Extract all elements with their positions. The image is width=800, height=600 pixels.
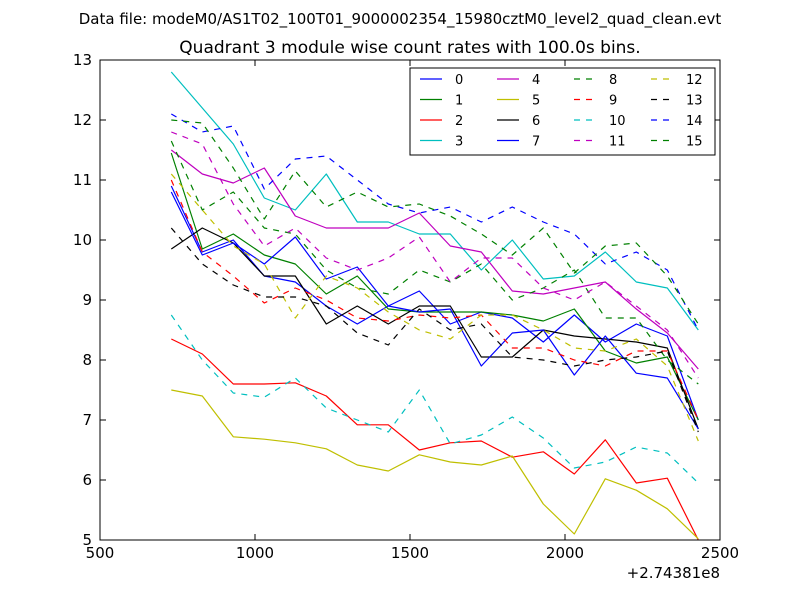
legend-label-5: 5 [532, 94, 540, 109]
series-line-12 [170, 173, 699, 442]
legend-label-4: 4 [532, 73, 540, 88]
y-tick-label: 7 [82, 411, 92, 429]
y-tick-label: 13 [73, 51, 92, 69]
legend-label-0: 0 [455, 73, 463, 88]
series-line-2 [171, 338, 699, 540]
series-line-1 [170, 152, 699, 421]
legend-label-3: 3 [455, 135, 463, 150]
y-tick-label: 6 [82, 471, 92, 489]
series-lines [170, 71, 699, 540]
legend-label-8: 8 [609, 73, 617, 88]
legend-label-2: 2 [455, 114, 463, 129]
x-tick-label: 1000 [236, 544, 274, 562]
series-line-3 [170, 71, 699, 331]
x-offset-label: +2.74381e8 [627, 564, 720, 582]
series-line-14 [170, 113, 699, 331]
series-line-8 [170, 140, 699, 385]
series-line-11 [171, 131, 699, 379]
legend-label-11: 11 [609, 135, 626, 150]
y-tick-label: 12 [73, 111, 92, 129]
series-line-13 [170, 227, 699, 433]
y-tick-label: 9 [82, 291, 92, 309]
y-tick-label: 11 [73, 171, 92, 189]
series-line-6 [170, 227, 699, 430]
series-line-10 [170, 314, 699, 484]
x-tick-label: 2500 [701, 544, 739, 562]
legend-label-6: 6 [532, 114, 540, 129]
legend-label-9: 9 [609, 94, 617, 109]
y-tick-label: 8 [82, 351, 92, 369]
y-tick-label: 10 [73, 231, 92, 249]
series-line-9 [170, 179, 699, 421]
y-tick-label: 5 [82, 531, 92, 549]
figure-suptitle: Data file: modeM0/AS1T02_100T01_90000023… [79, 10, 722, 29]
chart-title: Quadrant 3 module wise count rates with … [179, 38, 640, 58]
x-tick-label: 2000 [546, 544, 584, 562]
x-tick-label: 500 [86, 544, 115, 562]
legend-label-1: 1 [455, 94, 463, 109]
legend-label-12: 12 [686, 73, 703, 88]
plot-area: 500 1000 1500 2000 25005678910111213+2.74381… [73, 51, 739, 582]
legend-label-13: 13 [686, 94, 703, 109]
legend-label-10: 10 [609, 114, 626, 129]
legend-label-14: 14 [686, 114, 703, 129]
x-tick-label: 1500 [391, 544, 429, 562]
series-line-15 [171, 119, 699, 325]
series-line-5 [171, 389, 699, 540]
legend-label-15: 15 [686, 135, 703, 150]
legend-label-7: 7 [532, 135, 540, 150]
